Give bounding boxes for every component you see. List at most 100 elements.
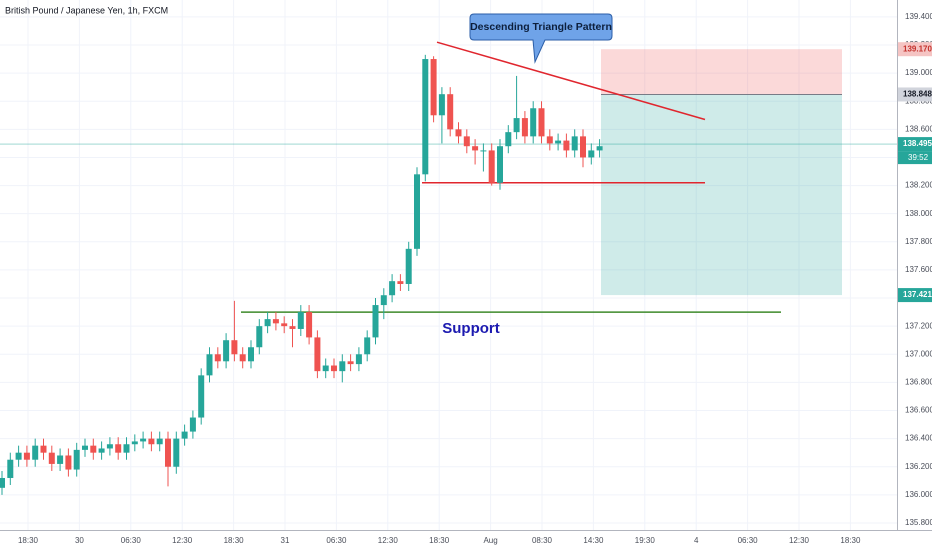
y-tick-label: 138.200 bbox=[905, 181, 932, 190]
y-tick-label: 136.600 bbox=[905, 406, 932, 415]
chart-title: British Pound / Japanese Yen, 1h, FXCM bbox=[5, 5, 168, 15]
candle-body bbox=[15, 452, 22, 460]
x-tick-label: 18:30 bbox=[840, 536, 861, 545]
candle-body bbox=[405, 248, 412, 284]
price-badge bbox=[898, 42, 932, 57]
x-tick-label: 4 bbox=[694, 536, 699, 545]
candle-body bbox=[82, 445, 88, 450]
candle-body bbox=[389, 281, 396, 296]
candle-body bbox=[281, 323, 288, 327]
candle-body bbox=[513, 118, 520, 133]
y-tick-label: 137.600 bbox=[905, 265, 932, 274]
candle-body bbox=[455, 129, 462, 137]
candle-body bbox=[90, 445, 97, 453]
y-tick-label: 137.000 bbox=[905, 349, 932, 358]
callout-box bbox=[469, 13, 613, 64]
x-tick-label: 12:30 bbox=[789, 536, 810, 545]
candle-body bbox=[397, 281, 404, 284]
axes: 139.400139.200139.000138.800138.600138.4… bbox=[18, 12, 932, 545]
candle-body bbox=[306, 312, 313, 338]
x-tick-label: 18:30 bbox=[429, 536, 450, 545]
candle-body bbox=[521, 118, 528, 137]
y-tick-label: 136.400 bbox=[905, 434, 932, 443]
candle-body bbox=[297, 312, 304, 329]
candle-body bbox=[555, 140, 562, 144]
candle-body bbox=[438, 94, 445, 116]
candle-body bbox=[223, 340, 230, 362]
x-tick-label: Aug bbox=[483, 536, 497, 545]
triangle-upper bbox=[436, 41, 706, 121]
y-tick-label: 139.000 bbox=[905, 68, 932, 77]
candle-body bbox=[115, 444, 122, 453]
support-label: Support bbox=[442, 320, 500, 337]
y-tick-label: 137.200 bbox=[905, 321, 932, 330]
candle-body bbox=[339, 361, 346, 372]
candle-body bbox=[23, 452, 30, 460]
candle-body bbox=[231, 340, 238, 355]
candle-body bbox=[206, 354, 213, 376]
candle-body bbox=[7, 459, 14, 478]
candle-body bbox=[588, 150, 595, 158]
x-tick-label: 06:30 bbox=[121, 536, 142, 545]
candle-body bbox=[430, 59, 437, 116]
y-tick-label: 136.800 bbox=[905, 377, 932, 386]
x-tick-label: 08:30 bbox=[532, 536, 553, 545]
candle-body bbox=[140, 438, 147, 442]
y-tick-label: 135.800 bbox=[905, 518, 932, 527]
y-tick-label: 139.400 bbox=[905, 12, 932, 21]
x-tick-label: 18:30 bbox=[18, 536, 39, 545]
x-tick-label: 30 bbox=[75, 536, 84, 545]
x-tick-label: 31 bbox=[281, 536, 290, 545]
candle-body bbox=[239, 354, 246, 362]
candle-body bbox=[156, 438, 163, 445]
candle-body bbox=[563, 140, 570, 151]
candle-body bbox=[264, 319, 271, 327]
y-tick-label: 137.800 bbox=[905, 237, 932, 246]
candle-body bbox=[472, 146, 479, 151]
candle-body bbox=[447, 94, 454, 130]
candle-body bbox=[289, 326, 296, 329]
candles bbox=[0, 54, 603, 495]
price-badge bbox=[898, 137, 932, 152]
candle-body bbox=[364, 337, 371, 355]
candle-body bbox=[189, 417, 196, 432]
candle-body bbox=[538, 108, 545, 137]
candle-body bbox=[314, 337, 321, 372]
candle-body bbox=[148, 438, 155, 445]
y-tick-label: 138.000 bbox=[905, 209, 932, 218]
candle-body bbox=[505, 132, 512, 147]
candle-body bbox=[580, 136, 586, 158]
price-badge-label: 137.421 bbox=[903, 290, 932, 299]
y-tick-label: 136.200 bbox=[905, 462, 932, 471]
candle-body bbox=[57, 455, 64, 464]
stop-zone bbox=[601, 49, 842, 95]
candle-body bbox=[322, 365, 329, 372]
candle-body bbox=[571, 136, 578, 151]
candle-body bbox=[372, 305, 379, 338]
candle-body bbox=[256, 326, 263, 348]
candle-body bbox=[488, 150, 495, 183]
price-badge bbox=[898, 87, 932, 102]
candle-body bbox=[463, 136, 470, 147]
price-badge-label: 138.848 bbox=[903, 90, 932, 99]
candle-body bbox=[214, 354, 221, 362]
candle-body bbox=[347, 361, 354, 365]
price-badge-label: 138.495 bbox=[903, 139, 932, 148]
candle-body bbox=[48, 452, 55, 464]
callout-label: Descending Triangle Pattern bbox=[470, 21, 612, 33]
candle-body bbox=[131, 441, 138, 445]
candle-body bbox=[380, 295, 387, 306]
candle-body bbox=[331, 365, 337, 372]
x-tick-label: 06:30 bbox=[738, 536, 759, 545]
candle-body bbox=[32, 445, 39, 460]
grid bbox=[0, 0, 897, 530]
candle-body bbox=[173, 438, 180, 467]
candle-body bbox=[596, 146, 603, 151]
candle-body bbox=[98, 448, 105, 453]
candle-body bbox=[73, 449, 80, 470]
x-tick-label: 19:30 bbox=[635, 536, 656, 545]
target-zone bbox=[601, 94, 842, 296]
candle-body bbox=[497, 146, 503, 183]
candle-body bbox=[0, 477, 5, 488]
